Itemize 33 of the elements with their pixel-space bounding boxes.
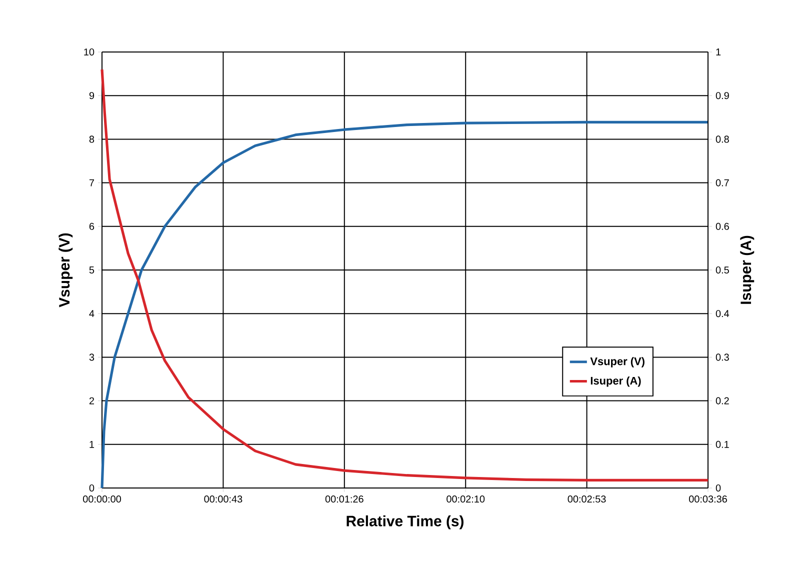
y-tick-label: 7 — [89, 179, 94, 186]
y2-tick-label: 0 — [716, 484, 721, 492]
y2-tick-label: 0.3 — [716, 354, 729, 361]
y-tick-label: 3 — [89, 354, 94, 361]
x-axis-title: Relative Time (s) — [346, 515, 464, 530]
y-tick-label: 5 — [89, 266, 94, 274]
y-tick-label: 4 — [89, 310, 94, 318]
y-tick-label: 9 — [89, 92, 94, 100]
x-tick-label: 00:02:10 — [446, 496, 485, 503]
y2-tick-label: 0.1 — [716, 440, 729, 448]
x-tick-label: 00:03:36 — [689, 496, 727, 503]
y2-tick-label: 0.2 — [716, 397, 729, 404]
x-tick-label: 00:00:43 — [204, 496, 242, 503]
y2-tick-label: 0.4 — [716, 310, 730, 318]
y2-tick-label: 0.5 — [716, 266, 729, 274]
y-tick-label: 10 — [84, 48, 94, 56]
y-tick-label: 0 — [89, 484, 94, 492]
y2-axis-title: Isuper (A) — [740, 236, 754, 304]
y2-tick-label: 0.9 — [716, 92, 729, 100]
y2-tick-label: 0.8 — [716, 136, 729, 143]
y-tick-label: 1 — [90, 440, 94, 448]
y-tick-label: 8 — [89, 136, 94, 143]
legend-label: Isuper (A) — [590, 376, 641, 387]
y-axis-title: Vsuper (V) — [58, 233, 73, 308]
y2-tick-label: 0.6 — [716, 222, 729, 230]
y-tick-label: 2 — [89, 397, 94, 404]
y2-tick-label: 1 — [716, 48, 721, 56]
y-tick-label: 6 — [89, 222, 94, 230]
y2-tick-label: 0.7 — [716, 179, 729, 186]
x-tick-label: 00:00:00 — [83, 496, 121, 503]
x-tick-label: 00:02:53 — [568, 496, 606, 503]
x-tick-label: 00:01:26 — [325, 496, 364, 503]
legend-label: Vsuper (V) — [590, 357, 644, 368]
